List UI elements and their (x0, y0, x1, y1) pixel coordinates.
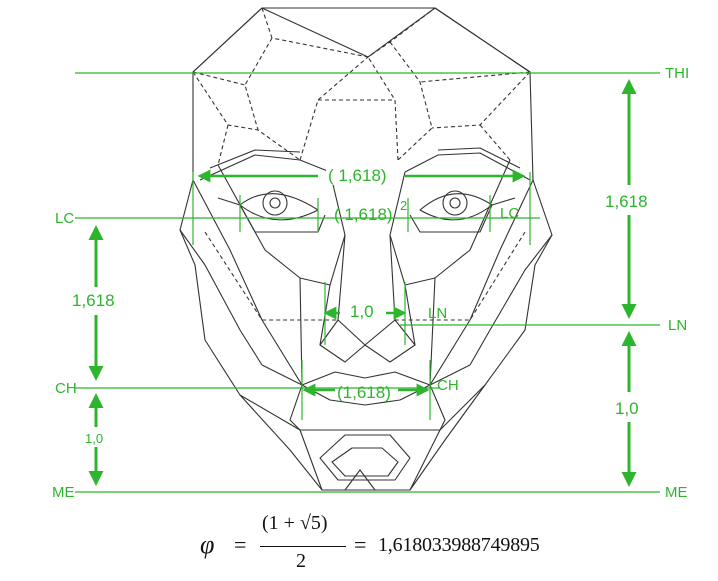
ratio-mouth-width: (1,618) (337, 383, 391, 402)
label-ln-inner: LN (428, 305, 447, 322)
label-me-right: ME (665, 484, 688, 501)
ratio-eye-span: ( 1,618) (328, 166, 387, 185)
ratio-left-upper: 1,618 (72, 291, 115, 310)
ratio-labels: ( 1,618) ( 1,618) 2 1,0 (1,618) 1,618 1,… (72, 163, 648, 446)
head-outline (179, 7, 553, 491)
label-me-left: ME (52, 484, 75, 501)
face-wireframe (179, 7, 553, 491)
label-lc-right: LC (500, 205, 519, 222)
label-lc-left: LC (55, 210, 74, 227)
label-ch-left: CH (55, 380, 77, 397)
measurement-ticks (192, 172, 531, 420)
reference-labels: THI LC LC LN LN CH CH ME ME (52, 65, 689, 501)
ratio-left-lower: 1,0 (85, 431, 103, 446)
horizontal-reference-lines (75, 72, 660, 493)
ratio-right-upper: 1,618 (605, 192, 648, 211)
formula-value: 1,618033988749895 (378, 534, 540, 556)
label-ch-right: CH (437, 377, 459, 394)
formula-equals-2: = (354, 532, 367, 557)
formula-fraction-bar (260, 546, 346, 547)
label-thi: THI (665, 65, 689, 82)
ratio-eye-inner-exponent: 2 (400, 198, 407, 213)
formula-numerator: (1 + √5) (262, 512, 328, 534)
formula-phi-symbol: φ (200, 530, 215, 559)
ratio-nose-width: 1,0 (350, 302, 374, 321)
golden-ratio-formula: φ = (1 + √5) 2 = 1,618033988749895 (200, 512, 560, 578)
formula-denominator: 2 (296, 550, 306, 572)
ratio-eye-inner: ( 1,618) (334, 205, 393, 224)
horizontal-arrows (197, 169, 526, 397)
vertical-arrows (88, 79, 637, 487)
label-ln-right: LN (668, 317, 687, 334)
formula-equals-1: = (234, 532, 247, 557)
ratio-right-lower: 1,0 (615, 399, 639, 418)
